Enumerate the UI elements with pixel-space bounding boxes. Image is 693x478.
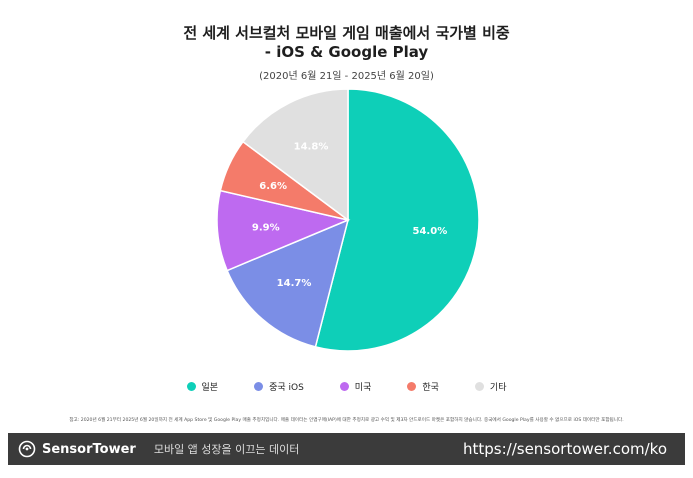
data-label-2: 9.9% (252, 222, 280, 233)
tagline: 모바일 앱 성장을 이끄는 데이터 (153, 443, 300, 456)
legend-swatch (186, 382, 196, 391)
data-label-3: 6.6% (259, 181, 287, 192)
legend-item-0: 일본 (186, 380, 219, 393)
website-link[interactable]: https://sensortower.com/ko (462, 440, 667, 458)
sensortower-logo-icon (18, 440, 36, 458)
legend-item-1: 중국 iOS (254, 380, 304, 393)
legend-swatch (407, 382, 417, 391)
brand: SensorTower (18, 440, 136, 458)
chart-subtitle: (2020년 6월 21일 - 2025년 6월 20일) (259, 71, 434, 82)
legend-item-4: 기타 (474, 380, 507, 393)
data-label-4: 14.8% (294, 142, 329, 153)
legend-item-2: 미국 (339, 380, 372, 393)
pie-slice-0 (314, 88, 480, 352)
legend-label: 기타 (489, 383, 507, 393)
brand-name: SensorTower (42, 441, 136, 457)
legend-swatch (254, 382, 264, 391)
legend-label: 중국 iOS (269, 383, 304, 393)
legend-label: 일본 (201, 383, 219, 393)
pie-slice-4 (241, 88, 349, 222)
chart-title-line2: - iOS & Google Play (264, 43, 429, 61)
legend-swatch (339, 382, 349, 391)
pie-slice-1 (226, 218, 350, 348)
data-label-0: 54.0% (413, 226, 448, 237)
footnote: 참고: 2020년 6월 21부터 2025년 6월 20일까지 전 세계 Ap… (69, 418, 624, 423)
legend-label: 한국 (422, 383, 439, 393)
legend: 일본 중국 iOS 미국 한국 기타 (0, 380, 693, 393)
legend-item-3: 한국 (407, 380, 439, 393)
footer-bar: SensorTower 모바일 앱 성장을 이끄는 데이터 https://se… (8, 433, 685, 465)
pie-slice-2 (216, 189, 351, 272)
data-label-1: 14.7% (277, 278, 312, 289)
legend-label: 미국 (354, 383, 372, 393)
legend-swatch (474, 382, 484, 391)
chart-title: 전 세계 서브컬처 모바일 게임 매출에서 국가별 비중 (183, 24, 510, 42)
